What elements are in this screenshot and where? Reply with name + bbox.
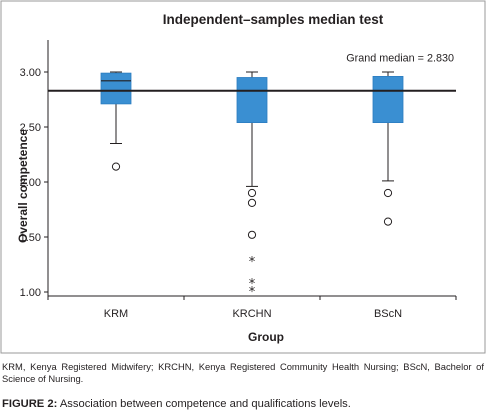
y-tick-label: 2.00 xyxy=(20,177,41,189)
extreme-point: * xyxy=(249,285,256,300)
outlier-point xyxy=(111,162,121,171)
box-krm xyxy=(100,72,132,105)
x-axis-label: Group xyxy=(248,330,284,344)
outlier-point xyxy=(247,230,257,239)
y-tick-label: 1.50 xyxy=(20,232,41,244)
x-tick-label: BScN xyxy=(374,308,402,320)
x-tick-label: KRCHN xyxy=(232,308,271,320)
outlier-point xyxy=(383,188,393,198)
figure-caption-label: FIGURE 2: xyxy=(2,398,58,410)
figure-caption: FIGURE 2: Association between competence… xyxy=(2,398,351,410)
outlier-point xyxy=(247,188,257,198)
chart-title: Independent–samples median test xyxy=(163,12,384,27)
boxplot-chart: Independent–samples median test Overall … xyxy=(0,0,486,354)
y-tick-label: 2.50 xyxy=(20,122,41,134)
figure-abbreviation-note: KRM, Kenya Registered Midwifery; KRCHN, … xyxy=(2,361,484,384)
box-bscn xyxy=(372,76,404,124)
y-axis-label: Overall competence xyxy=(16,129,30,243)
extreme-point: * xyxy=(249,255,256,270)
y-tick-label: 1.00 xyxy=(20,287,41,299)
y-tick-label: 3.00 xyxy=(20,67,41,79)
outlier-point xyxy=(383,217,393,226)
chart-border xyxy=(0,0,486,354)
extreme-point: * xyxy=(249,277,256,292)
grand-median-label: Grand median = 2.830 xyxy=(346,53,454,65)
box-krchn xyxy=(236,77,268,123)
figure-caption-text: Association between competence and quali… xyxy=(59,398,351,410)
chart-figure: Independent–samples median test Overall … xyxy=(0,0,486,354)
outlier-point xyxy=(247,198,257,207)
x-tick-label: KRM xyxy=(104,308,128,320)
